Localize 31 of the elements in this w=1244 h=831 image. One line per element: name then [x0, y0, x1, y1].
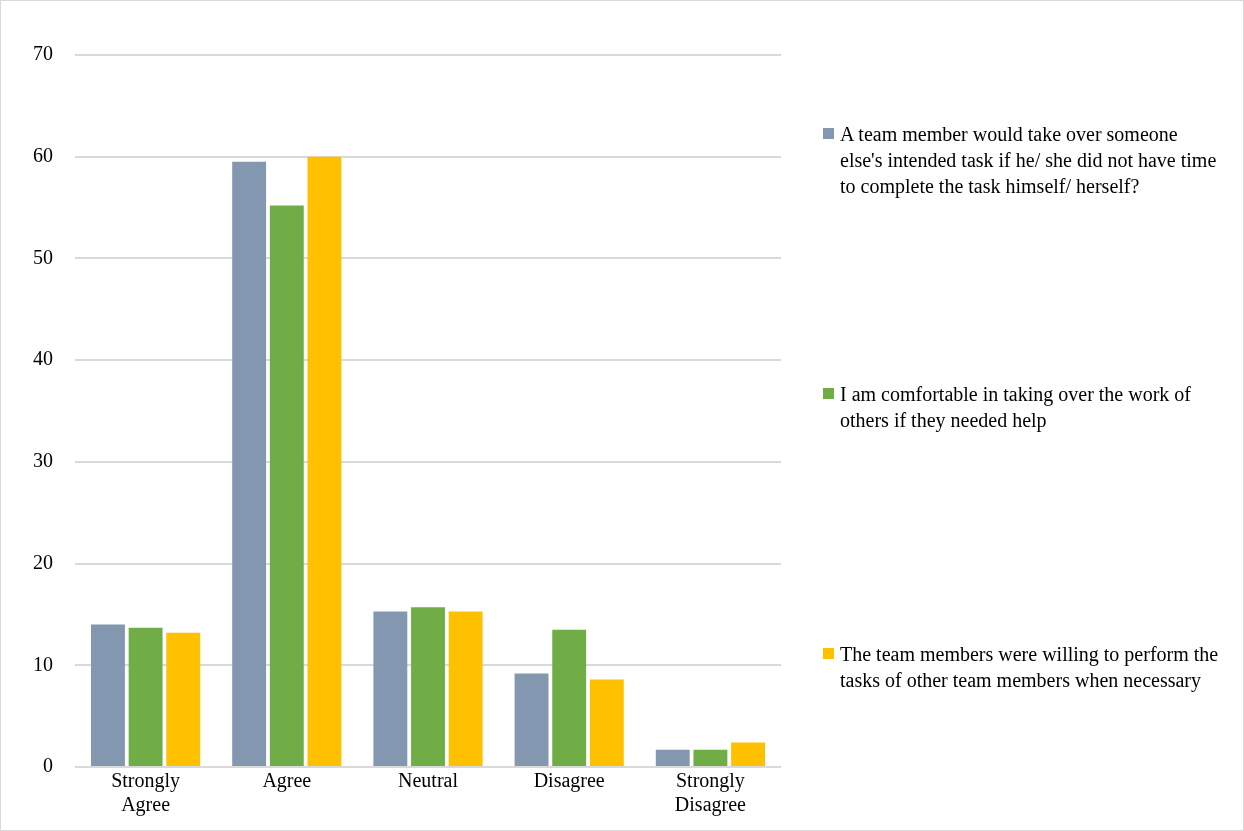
- bar: [589, 679, 624, 766]
- x-tick-label: Disagree: [533, 769, 605, 793]
- y-tick-label: 40: [33, 347, 53, 370]
- legend-label: I am comfortable in taking over the work of others if they needed help: [840, 382, 1192, 433]
- x-tick-label: Strongly Agree: [111, 769, 181, 817]
- y-tick-label: 20: [33, 550, 53, 573]
- bar: [448, 611, 483, 766]
- y-tick-label: 0: [43, 754, 53, 777]
- bar: [655, 749, 690, 766]
- bar: [552, 629, 587, 766]
- x-tick-label: Agree: [262, 769, 312, 793]
- x-tick-label: Neutral: [398, 769, 459, 792]
- bar: [307, 156, 342, 766]
- bar: [514, 673, 549, 766]
- bar: [91, 624, 125, 766]
- bar: [128, 627, 163, 766]
- legend-label: The team members were willing to perform the tasks of other team members when necessary: [840, 642, 1220, 693]
- x-tick-label: Strongly Disagree: [674, 769, 747, 817]
- bar: [373, 611, 408, 766]
- legend-label: A team member would take over someone else's intended task if he/ she did not have time to complete the task himself/ herself?: [840, 122, 1218, 199]
- bar: [166, 632, 201, 766]
- bar: [693, 749, 728, 766]
- bar: [411, 607, 445, 766]
- y-tick-label: 60: [33, 143, 53, 166]
- y-tick-label: 70: [33, 42, 53, 65]
- bar: [731, 742, 765, 766]
- y-tick-label: 50: [33, 245, 53, 268]
- bar: [232, 161, 267, 766]
- y-tick-label: 10: [33, 652, 53, 675]
- y-tick-label: 30: [33, 449, 53, 472]
- bar: [269, 205, 304, 766]
